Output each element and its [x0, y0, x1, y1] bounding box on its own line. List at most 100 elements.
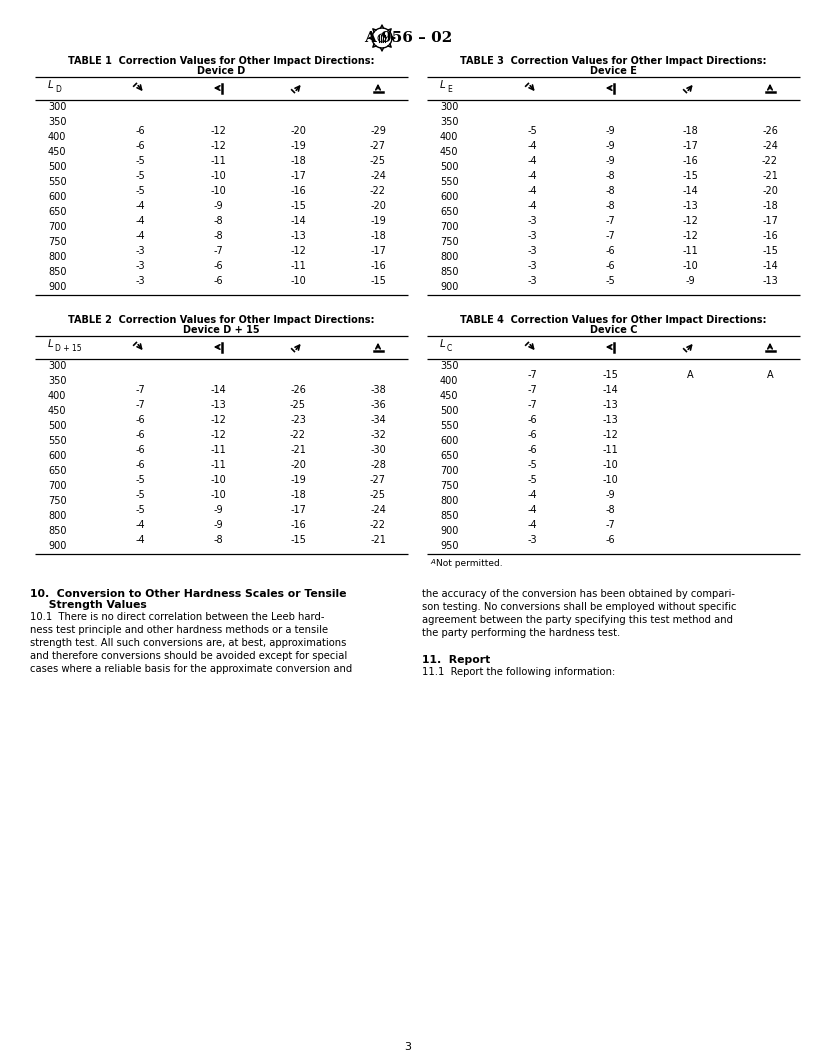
Text: -38: -38 [370, 384, 386, 395]
Text: -4: -4 [527, 490, 537, 499]
Text: 350: 350 [48, 376, 66, 386]
Text: -18: -18 [682, 126, 698, 135]
Text: 10.  Conversion to Other Hardness Scales or Tensile: 10. Conversion to Other Hardness Scales … [30, 589, 347, 599]
Text: -15: -15 [682, 171, 698, 181]
Text: -18: -18 [290, 155, 306, 166]
Text: -21: -21 [290, 445, 306, 454]
Text: -8: -8 [213, 215, 223, 226]
Text: -3: -3 [527, 534, 537, 545]
Text: Device D: Device D [197, 65, 246, 76]
Text: TABLE 1  Correction Values for Other Impact Directions:: TABLE 1 Correction Values for Other Impa… [69, 56, 375, 65]
Text: -23: -23 [290, 415, 306, 425]
Text: -16: -16 [762, 230, 778, 241]
Text: -26: -26 [762, 126, 778, 135]
Text: 900: 900 [48, 541, 66, 551]
Text: -7: -7 [605, 230, 615, 241]
Text: -12: -12 [210, 140, 226, 151]
Text: -19: -19 [290, 474, 306, 485]
Text: -4: -4 [135, 534, 144, 545]
Text: -10: -10 [602, 459, 618, 470]
Text: -7: -7 [527, 384, 537, 395]
Text: 350: 350 [440, 117, 459, 127]
Text: -4: -4 [527, 186, 537, 195]
Text: -10: -10 [211, 490, 226, 499]
Text: -17: -17 [290, 505, 306, 514]
Text: -13: -13 [602, 399, 618, 410]
Text: -3: -3 [527, 215, 537, 226]
Text: -3: -3 [527, 246, 537, 256]
Text: -11: -11 [211, 459, 226, 470]
Text: -22: -22 [370, 186, 386, 195]
Text: -22: -22 [370, 520, 386, 529]
Text: -6: -6 [527, 430, 537, 439]
Text: -14: -14 [682, 186, 698, 195]
Text: 800: 800 [48, 511, 66, 521]
Text: -4: -4 [527, 505, 537, 514]
Text: -10: -10 [211, 171, 226, 181]
Text: TABLE 3  Correction Values for Other Impact Directions:: TABLE 3 Correction Values for Other Impa… [460, 56, 767, 65]
Text: -20: -20 [370, 201, 386, 210]
Text: -20: -20 [290, 459, 306, 470]
Text: 500: 500 [440, 162, 459, 172]
Text: 350: 350 [48, 117, 66, 127]
Text: L: L [440, 80, 446, 90]
Text: 750: 750 [440, 480, 459, 491]
Text: -25: -25 [290, 399, 306, 410]
Text: -17: -17 [370, 246, 386, 256]
Text: 750: 750 [440, 237, 459, 247]
Text: -5: -5 [605, 276, 615, 285]
Text: 900: 900 [48, 282, 66, 293]
Text: 650: 650 [440, 207, 459, 216]
Text: -6: -6 [527, 445, 537, 454]
Text: -24: -24 [762, 140, 778, 151]
Text: A: A [767, 370, 774, 379]
Text: 600: 600 [440, 436, 459, 446]
Text: D: D [55, 84, 61, 94]
Text: -7: -7 [605, 520, 615, 529]
Text: 550: 550 [48, 177, 67, 187]
Text: 750: 750 [48, 496, 67, 506]
Text: 850: 850 [48, 267, 66, 277]
Text: -3: -3 [135, 246, 144, 256]
Text: -22: -22 [290, 430, 306, 439]
Text: -21: -21 [370, 534, 386, 545]
Text: 350: 350 [440, 361, 459, 371]
Text: 800: 800 [440, 496, 459, 506]
Text: 400: 400 [48, 391, 66, 401]
Text: -17: -17 [762, 215, 778, 226]
Text: -11: -11 [602, 445, 618, 454]
Text: 400: 400 [440, 376, 459, 386]
Text: C: C [447, 344, 452, 353]
Text: -8: -8 [605, 201, 614, 210]
Text: -6: -6 [135, 415, 144, 425]
Text: -9: -9 [605, 155, 614, 166]
Text: -12: -12 [682, 230, 698, 241]
Text: -8: -8 [213, 534, 223, 545]
Text: -14: -14 [762, 261, 778, 270]
Text: -27: -27 [370, 474, 386, 485]
Text: -19: -19 [290, 140, 306, 151]
Text: -6: -6 [135, 459, 144, 470]
Text: -12: -12 [602, 430, 618, 439]
Text: 650: 650 [48, 207, 66, 216]
Text: -4: -4 [527, 155, 537, 166]
Text: 700: 700 [48, 222, 66, 232]
Text: -8: -8 [605, 171, 614, 181]
Text: 11.  Report: 11. Report [422, 655, 490, 665]
Text: -15: -15 [762, 246, 778, 256]
Text: -6: -6 [605, 534, 614, 545]
Text: 300: 300 [440, 102, 459, 112]
Text: -24: -24 [370, 171, 386, 181]
Text: 850: 850 [440, 511, 459, 521]
Text: -18: -18 [370, 230, 386, 241]
Text: -11: -11 [211, 155, 226, 166]
Text: 650: 650 [440, 451, 459, 461]
Text: -4: -4 [527, 201, 537, 210]
Text: -16: -16 [682, 155, 698, 166]
Text: -6: -6 [135, 140, 144, 151]
Text: -29: -29 [370, 126, 386, 135]
Text: Device D + 15: Device D + 15 [183, 325, 259, 335]
Text: 10.1  There is no direct correlation between the Leeb hard-
ness test principle : 10.1 There is no direct correlation betw… [30, 612, 353, 674]
Text: 850: 850 [440, 267, 459, 277]
Text: -8: -8 [213, 230, 223, 241]
